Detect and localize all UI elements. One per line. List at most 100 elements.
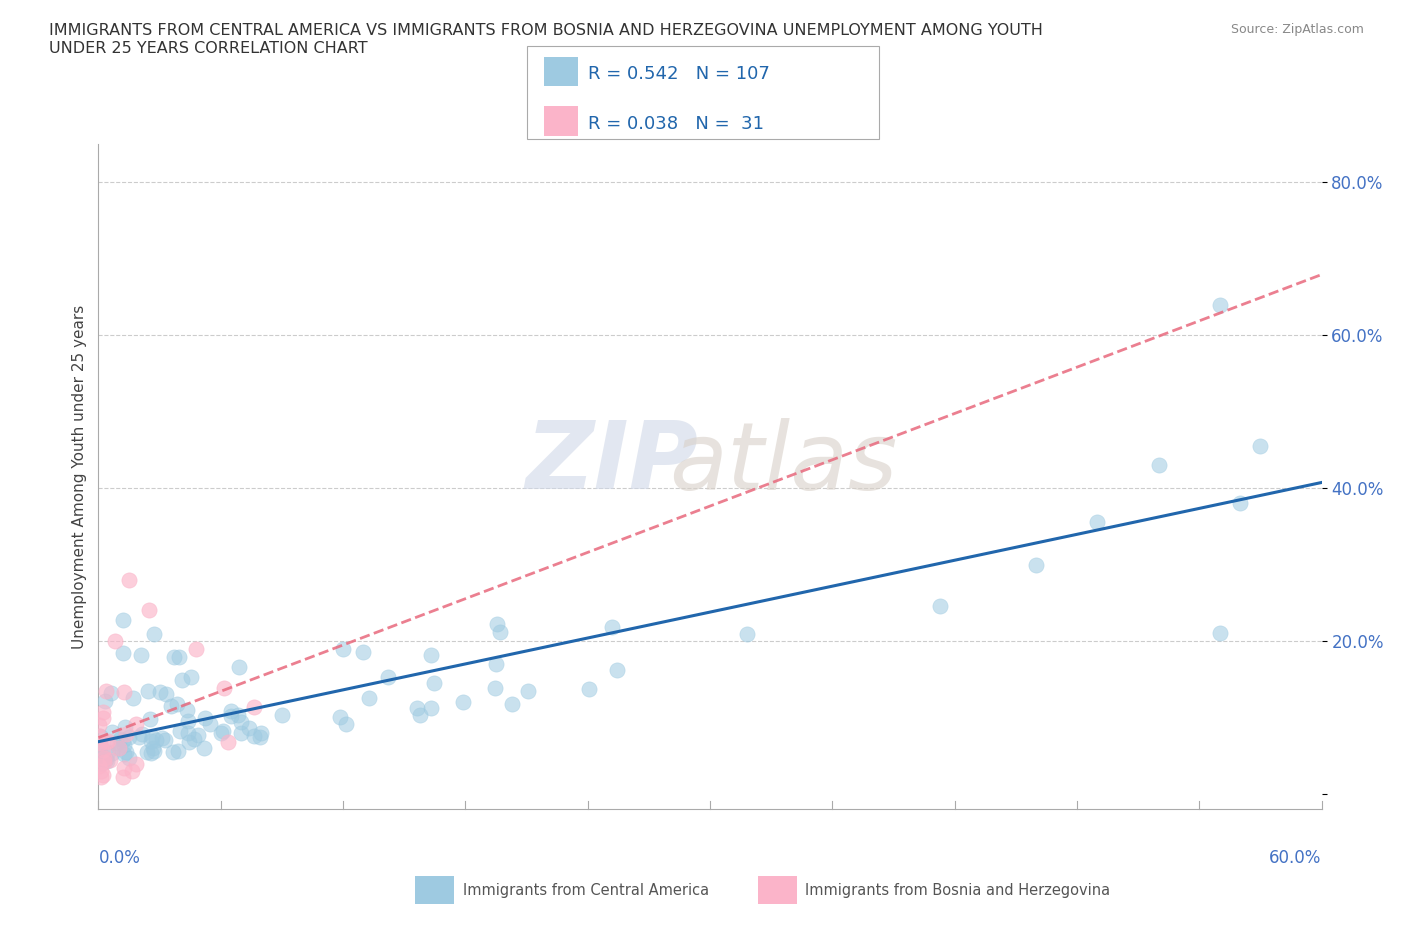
Point: [141, 730, 163, 745]
Point: [142, 744, 165, 759]
Point: [735, 627, 758, 642]
Point: [167, 649, 190, 664]
Point: [111, 645, 134, 660]
Point: [142, 627, 165, 642]
Point: [249, 729, 271, 744]
Point: [1209, 298, 1232, 312]
Text: Source: ZipAtlas.com: Source: ZipAtlas.com: [1230, 23, 1364, 36]
Point: [209, 725, 232, 740]
Point: [1147, 458, 1170, 472]
Point: [221, 703, 243, 718]
Point: [193, 740, 215, 755]
Y-axis label: Unemployment Among Youth under 25 years: Unemployment Among Youth under 25 years: [72, 304, 87, 649]
Point: [125, 716, 148, 731]
Point: [122, 691, 145, 706]
Point: [229, 725, 252, 740]
Point: [163, 649, 186, 664]
FancyBboxPatch shape: [758, 876, 797, 904]
Point: [453, 695, 475, 710]
Point: [167, 744, 190, 759]
Point: [139, 711, 162, 726]
Point: [115, 745, 138, 760]
Point: [169, 724, 191, 738]
Point: [97, 734, 120, 749]
Text: R = 0.542   N = 107: R = 0.542 N = 107: [588, 65, 769, 84]
Point: [112, 761, 135, 776]
Point: [101, 745, 124, 760]
Point: [183, 732, 205, 747]
Point: [228, 659, 250, 674]
Point: [357, 690, 380, 705]
Point: [231, 714, 253, 729]
Point: [98, 752, 121, 767]
Point: [112, 769, 135, 784]
Point: [138, 603, 160, 618]
Point: [94, 735, 117, 750]
Point: [187, 727, 209, 742]
Point: [118, 751, 141, 765]
Point: [485, 657, 508, 671]
Point: [335, 716, 357, 731]
Point: [155, 686, 177, 701]
Point: [329, 710, 352, 724]
Point: [212, 680, 235, 695]
Point: [87, 759, 110, 774]
Point: [377, 669, 399, 684]
Point: [112, 737, 135, 752]
Point: [91, 743, 114, 758]
Point: [486, 617, 509, 631]
Point: [501, 697, 523, 711]
Point: [194, 711, 217, 725]
Point: [1209, 626, 1232, 641]
Point: [91, 768, 114, 783]
Point: [423, 675, 446, 690]
Point: [139, 733, 162, 748]
Point: [131, 727, 153, 742]
Point: [179, 735, 201, 750]
Point: [112, 746, 135, 761]
Point: [226, 708, 249, 723]
Text: R = 0.038   N =  31: R = 0.038 N = 31: [588, 114, 763, 133]
Point: [420, 700, 443, 715]
Point: [243, 699, 266, 714]
Point: [118, 729, 141, 744]
Point: [142, 740, 165, 755]
Point: [91, 704, 114, 719]
Point: [87, 718, 110, 733]
Point: [176, 713, 198, 728]
Point: [89, 745, 111, 760]
Point: [242, 728, 264, 743]
Point: [97, 745, 120, 760]
Point: [1249, 439, 1271, 454]
Point: [89, 736, 111, 751]
Point: [114, 719, 136, 734]
Point: [94, 694, 117, 709]
Point: [578, 682, 600, 697]
Point: [488, 625, 510, 640]
Text: Immigrants from Central America: Immigrants from Central America: [463, 883, 709, 897]
Point: [125, 756, 148, 771]
Point: [238, 720, 260, 735]
Point: [112, 684, 135, 699]
Point: [90, 750, 112, 764]
Point: [928, 599, 950, 614]
Point: [405, 700, 427, 715]
Point: [484, 681, 506, 696]
Point: [186, 641, 208, 656]
Point: [118, 572, 141, 587]
Point: [170, 672, 193, 687]
Point: [114, 727, 136, 742]
Point: [111, 613, 134, 628]
Point: [162, 744, 184, 759]
Point: [89, 737, 111, 751]
Point: [141, 746, 163, 761]
Point: [135, 745, 157, 760]
Point: [149, 684, 172, 699]
Point: [221, 709, 243, 724]
Point: [87, 751, 110, 766]
Text: 0.0%: 0.0%: [98, 849, 141, 867]
Point: [90, 764, 112, 778]
Point: [138, 684, 160, 698]
Point: [211, 724, 233, 738]
Point: [1025, 557, 1047, 572]
